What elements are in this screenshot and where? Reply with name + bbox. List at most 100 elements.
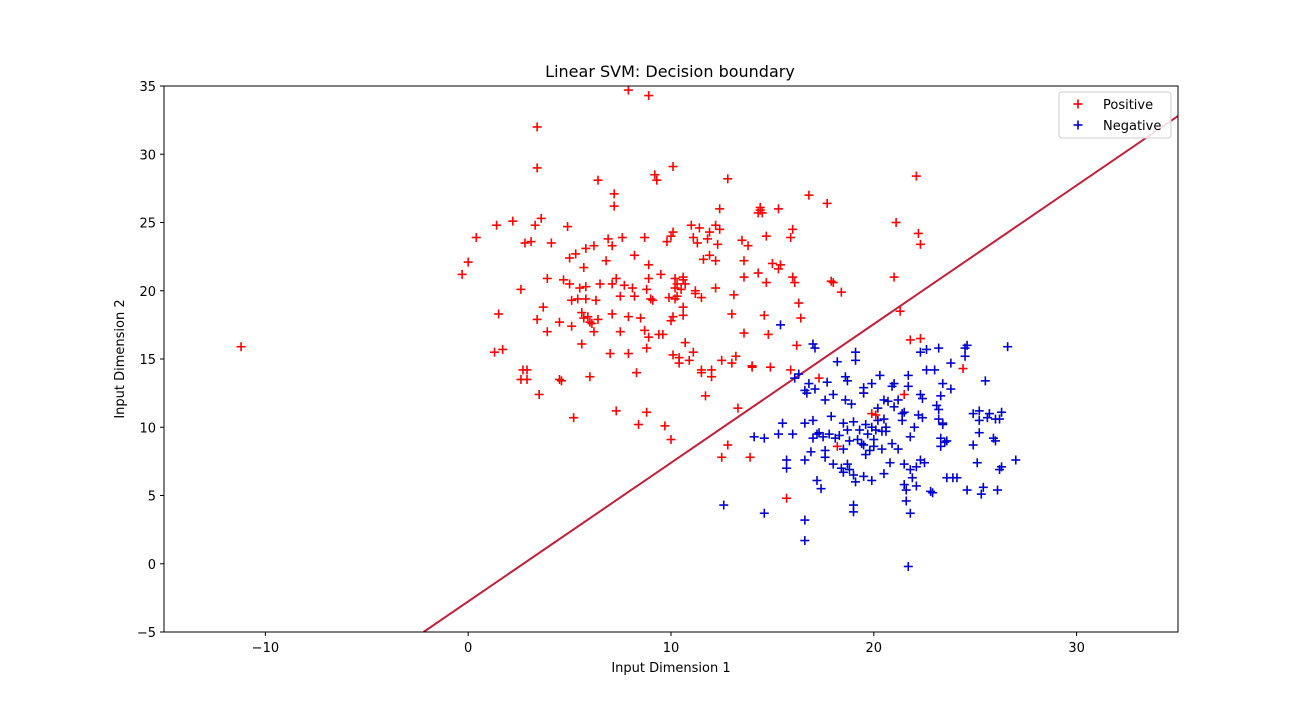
data-point-positive	[905, 335, 915, 345]
data-point-positive	[759, 310, 769, 320]
data-point-negative	[993, 485, 1003, 495]
data-point-positive	[666, 316, 676, 326]
data-point-positive	[605, 349, 615, 359]
data-point-positive	[556, 376, 566, 386]
data-point-positive	[644, 273, 654, 283]
data-point-positive	[607, 309, 617, 319]
data-point-negative	[857, 439, 867, 449]
data-point-negative	[820, 452, 830, 462]
data-point-negative	[719, 500, 729, 510]
data-point-positive	[688, 347, 698, 357]
data-point-negative	[853, 435, 863, 445]
data-point-negative	[901, 496, 911, 506]
data-point-positive	[575, 283, 585, 293]
data-point-positive	[522, 374, 532, 384]
data-point-negative	[946, 358, 956, 368]
data-point-positive	[650, 170, 660, 180]
data-point-negative	[930, 365, 940, 375]
data-point-negative	[922, 365, 932, 375]
data-point-positive	[559, 275, 569, 285]
data-point-positive	[763, 329, 773, 339]
data-point-negative	[903, 370, 913, 380]
data-point-positive	[715, 204, 725, 214]
data-point-positive	[731, 351, 741, 361]
data-point-negative	[901, 485, 911, 495]
data-point-negative	[938, 420, 948, 430]
data-point-positive	[619, 280, 629, 290]
y-axis-label: Input Dimension 2	[113, 299, 128, 418]
data-point-positive	[678, 302, 688, 312]
data-point-positive	[623, 349, 633, 359]
data-point-negative	[942, 436, 952, 446]
data-point-positive	[617, 233, 627, 243]
data-point-negative	[865, 445, 875, 455]
data-point-positive	[642, 343, 652, 353]
data-point-negative	[859, 440, 869, 450]
legend-marker-negative	[1073, 120, 1083, 130]
data-point-positive	[534, 389, 544, 399]
data-point-negative	[917, 394, 927, 404]
y-tick-label: 0	[148, 558, 156, 573]
data-point-negative	[804, 379, 814, 389]
data-point-positive	[700, 391, 710, 401]
data-point-positive	[826, 276, 836, 286]
data-point-positive	[648, 295, 658, 305]
data-point-negative	[810, 384, 820, 394]
data-point-positive	[790, 278, 800, 288]
legend: Positive Negative	[1058, 91, 1172, 139]
data-point-negative	[997, 407, 1007, 417]
data-point-negative	[984, 409, 994, 419]
data-point-negative	[846, 399, 856, 409]
data-point-negative	[840, 372, 850, 382]
data-point-negative	[903, 381, 913, 391]
data-point-negative	[976, 489, 986, 499]
data-point-negative	[974, 415, 984, 425]
data-point-positive	[573, 294, 583, 304]
data-point-positive	[723, 440, 733, 450]
data-point-positive	[686, 220, 696, 230]
y-tick-label: 10	[139, 421, 156, 436]
legend-marker-glyph	[1073, 99, 1083, 109]
data-point-positive	[532, 163, 542, 173]
data-point-negative	[922, 344, 932, 354]
data-point-positive	[644, 91, 654, 101]
y-tick-label: 25	[139, 217, 156, 232]
legend-label-positive: Positive	[1103, 98, 1153, 113]
data-point-positive	[836, 287, 846, 297]
data-point-positive	[652, 175, 662, 185]
y-tick-label: 15	[139, 353, 156, 368]
data-point-negative	[838, 467, 848, 477]
data-point-positive	[711, 256, 721, 266]
data-point-positive	[662, 237, 672, 247]
data-point-positive	[494, 309, 504, 319]
data-point-negative	[836, 463, 846, 473]
data-point-negative	[773, 429, 783, 439]
data-point-negative	[778, 418, 788, 428]
data-point-positive	[595, 279, 605, 289]
data-point-negative	[1011, 455, 1021, 465]
data-point-positive	[629, 250, 639, 260]
data-point-positive	[782, 493, 792, 503]
data-point-negative	[873, 403, 883, 413]
data-point-positive	[727, 358, 737, 368]
data-point-positive	[711, 283, 721, 293]
data-point-positive	[583, 312, 593, 322]
y-tick-label: 5	[148, 490, 156, 505]
data-point-negative	[822, 377, 832, 387]
data-point-positive	[723, 174, 733, 184]
data-point-positive	[666, 435, 676, 445]
data-point-positive	[593, 175, 603, 185]
data-point-negative	[962, 485, 972, 495]
data-point-positive	[567, 295, 577, 305]
data-point-positive	[672, 279, 682, 289]
data-point-negative	[875, 370, 885, 380]
data-point-positive	[571, 249, 581, 259]
data-point-negative	[849, 507, 859, 517]
data-point-positive	[739, 328, 749, 338]
data-point-positive	[581, 282, 591, 292]
data-point-positive	[747, 362, 757, 372]
data-point-positive	[627, 283, 637, 293]
data-point-positive	[672, 291, 682, 301]
data-point-positive	[832, 441, 842, 451]
data-point-negative	[940, 437, 950, 447]
